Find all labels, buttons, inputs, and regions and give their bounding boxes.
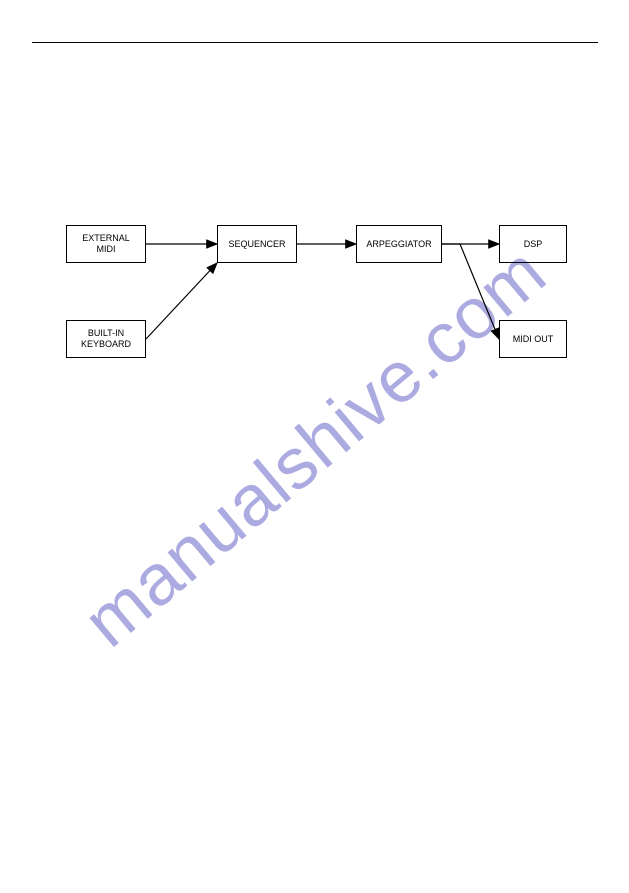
- node-sequencer: SEQUENCER: [217, 225, 297, 263]
- node-ext_midi: EXTERNALMIDI: [66, 225, 146, 263]
- node-arpeggiator: ARPEGGIATOR: [356, 225, 442, 263]
- page-rule: [32, 42, 598, 43]
- node-keyboard: BUILT-INKEYBOARD: [66, 320, 146, 358]
- node-dsp: DSP: [499, 225, 567, 263]
- node-midi_out: MIDI OUT: [499, 320, 567, 358]
- watermark-text: manualshive.com: [68, 230, 561, 663]
- edge-arpeggiator-midi_out: [442, 244, 499, 339]
- edge-keyboard-sequencer: [146, 263, 217, 339]
- edges-layer: [0, 0, 629, 893]
